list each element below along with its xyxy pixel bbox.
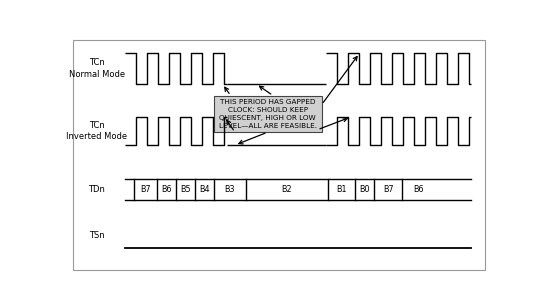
Text: B5: B5 xyxy=(180,185,191,194)
Text: B4: B4 xyxy=(199,185,210,194)
Text: TSn: TSn xyxy=(89,231,105,240)
Text: B0: B0 xyxy=(360,185,370,194)
Text: THIS PERIOD HAS GAPPED
CLOCK: SHOULD KEEP
QUIESCENT, HIGH OR LOW
LEVEL—ALL ARE F: THIS PERIOD HAS GAPPED CLOCK: SHOULD KEE… xyxy=(219,99,317,129)
Text: TCn
Normal Mode: TCn Normal Mode xyxy=(69,58,125,79)
Text: B1: B1 xyxy=(336,185,347,194)
Text: B7: B7 xyxy=(140,185,150,194)
Text: TDn: TDn xyxy=(88,185,105,194)
Text: B6: B6 xyxy=(414,185,424,194)
Text: TCn
Inverted Mode: TCn Inverted Mode xyxy=(66,121,128,141)
Text: B7: B7 xyxy=(383,185,393,194)
Text: B6: B6 xyxy=(161,185,172,194)
Text: B3: B3 xyxy=(225,185,235,194)
Text: B2: B2 xyxy=(281,185,292,194)
Bar xyxy=(214,95,322,132)
